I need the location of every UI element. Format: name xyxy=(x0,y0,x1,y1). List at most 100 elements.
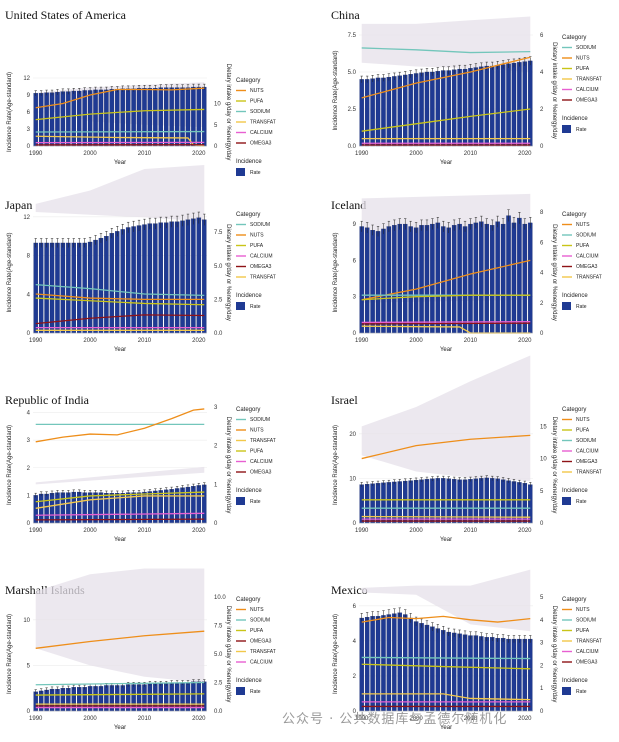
bar xyxy=(180,220,185,334)
chart-panel-japan: Japan 0 4 8 12 1990 2000 2010 2020 Year Incidence … xyxy=(5,164,276,353)
x-tick-label: 2000 xyxy=(409,716,423,722)
y-tick-label: 3 xyxy=(353,295,357,301)
chart-title: Japan xyxy=(5,198,32,212)
bar xyxy=(484,65,489,147)
legend-incidence-title: Incidence xyxy=(236,678,262,684)
bar xyxy=(147,223,153,334)
x-tick-label: 2020 xyxy=(518,338,532,344)
y2-tick-label: 2.5 xyxy=(214,681,223,687)
chart-title: Republic of India xyxy=(5,393,90,407)
series-line-sodium xyxy=(361,47,531,54)
x-axis-label: Year xyxy=(114,725,126,731)
bar xyxy=(522,638,528,712)
x-axis-label: Year xyxy=(114,537,126,543)
bar xyxy=(60,242,66,334)
chart-panel-marshall-islands: Marshall Islands05101990200020102020Year… xyxy=(5,568,276,731)
y2-axis-label: Dietary intake g/day or %energy/day xyxy=(225,64,231,161)
bar xyxy=(430,626,435,712)
bar xyxy=(60,492,66,524)
bar xyxy=(522,223,528,334)
bar xyxy=(55,92,60,147)
bar xyxy=(136,225,142,334)
chart-panel-mexico: Mexico 0 2 4 6 1990 2000 2010 2020 Year Incidence … xyxy=(331,569,602,731)
bar xyxy=(424,624,430,712)
bar xyxy=(413,227,419,334)
chart-title: Iceland xyxy=(331,198,366,212)
bar xyxy=(495,65,500,147)
bar xyxy=(430,71,435,147)
bar xyxy=(375,231,381,334)
y-axis-label: Incidence Rate(Age-standard) xyxy=(7,614,13,694)
legend-incidence-title: Incidence xyxy=(562,293,588,299)
y2-tick-label: 15 xyxy=(540,424,547,430)
bar xyxy=(60,91,66,147)
series-line-transfat xyxy=(361,515,531,518)
bar xyxy=(136,492,142,524)
bar xyxy=(473,222,479,334)
x-tick-label: 1990 xyxy=(355,716,369,722)
legend-rate-label: Rate xyxy=(576,689,587,695)
legend-label-omega3: OMEGA3 xyxy=(250,639,272,645)
y-tick-label: 0 xyxy=(353,709,357,715)
y2-tick-label: 1 xyxy=(540,686,544,692)
bar xyxy=(131,226,136,334)
legend-rate-label: Rate xyxy=(250,170,261,176)
y-tick-label: 0 xyxy=(27,331,31,337)
x-tick-label: 2000 xyxy=(83,528,97,534)
y2-tick-label: 6 xyxy=(540,240,544,246)
legend-label-nuts: NUTS xyxy=(250,233,264,239)
x-axis-label: Year xyxy=(440,160,452,166)
y2-axis-label: Dietary intake g/day or %energy/day xyxy=(551,606,557,703)
x-tick-label: 1990 xyxy=(355,528,369,534)
legend-label-nuts: NUTS xyxy=(576,417,590,423)
x-tick-label: 2020 xyxy=(192,151,206,157)
legend-label-nuts: NUTS xyxy=(250,88,264,94)
bar xyxy=(403,614,408,712)
y-axis-label: Incidence Rate(Age-standard) xyxy=(333,614,339,694)
bar xyxy=(403,223,408,334)
bar xyxy=(511,638,517,712)
bar xyxy=(441,70,446,147)
legend-title: Category xyxy=(236,407,260,413)
bar xyxy=(104,236,109,334)
bar xyxy=(109,233,115,334)
legend-incidence-title: Incidence xyxy=(236,159,262,165)
legend-label-pufa: PUFA xyxy=(576,66,590,72)
series-line-calcium xyxy=(361,321,531,324)
legend-label-pufa: PUFA xyxy=(250,449,264,455)
bar xyxy=(528,60,533,147)
legend-label-omega3: OMEGA3 xyxy=(576,98,598,104)
legend-label-transfat: TRANSFAT xyxy=(250,649,276,655)
bar xyxy=(484,223,489,334)
y-tick-label: 4 xyxy=(27,292,31,298)
x-axis-label: Year xyxy=(440,347,452,353)
legend-title: Category xyxy=(236,212,260,218)
y2-axis-label: Dietary intake g/day or %energy/day xyxy=(551,417,557,514)
bar xyxy=(473,67,479,147)
bar xyxy=(66,492,71,524)
legend-label-pufa: PUFA xyxy=(250,243,264,249)
x-axis-label: Year xyxy=(440,725,452,731)
x-tick-label: 2020 xyxy=(518,716,532,722)
series-line-pufa xyxy=(35,297,205,306)
bar xyxy=(185,682,191,712)
y-tick-label: 6 xyxy=(353,258,357,264)
x-tick-label: 2000 xyxy=(409,151,423,157)
bar xyxy=(468,68,473,147)
x-tick-label: 2010 xyxy=(138,338,152,344)
chart-panel-iceland: Iceland 0 3 6 9 1990 2000 2010 2020 Year Incidence… xyxy=(331,193,602,353)
bar xyxy=(490,637,495,712)
series-line-omega3 xyxy=(35,314,205,325)
y-tick-label: 3 xyxy=(27,127,31,133)
legend-title: Category xyxy=(562,597,586,603)
chart-title: Mexico xyxy=(331,583,368,597)
y-tick-label: 6 xyxy=(27,110,31,116)
bar xyxy=(392,225,397,334)
bar xyxy=(419,225,424,334)
series-line-omega3 xyxy=(361,322,531,325)
series-line-calcium xyxy=(35,512,205,516)
bar xyxy=(49,92,55,147)
legend-label-transfat: TRANSFAT xyxy=(576,639,602,645)
series-line-pufa xyxy=(35,693,205,696)
series-line-transfat xyxy=(361,693,531,701)
